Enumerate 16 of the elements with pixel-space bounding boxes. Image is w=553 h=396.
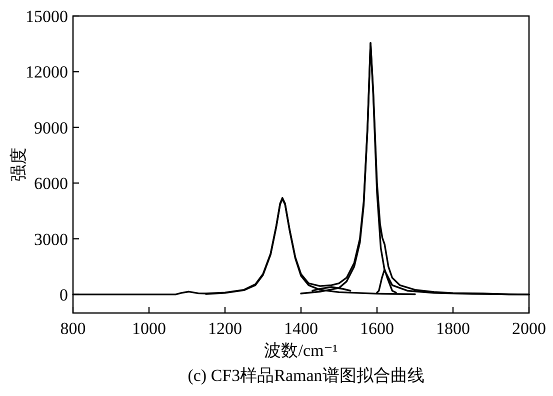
y-tick-label: 9000 [34,118,68,138]
text: (c) CF3样品Raman谱图拟合曲线 [188,366,424,385]
x-tick-label: 1200 [208,319,242,338]
y-tick-label: 15000 [26,7,68,26]
y-tick-label: 12000 [26,62,68,82]
y-tick-label: 0 [60,285,68,304]
x-axis-title: 波数/cm⁻¹ [264,341,338,360]
x-tick-label: 1400 [284,319,318,338]
x-tick-label: 1000 [132,319,166,338]
y-tick-label: 6000 [34,174,68,194]
x-tick-label: 800 [60,319,86,338]
y-axis-title: 强度 [9,148,28,182]
x-tick-label: 1800 [436,319,470,338]
x-tick-label: 2000 [512,319,546,338]
y-tick-label: 3000 [34,230,68,249]
x-tick-label: 1600 [360,319,394,338]
